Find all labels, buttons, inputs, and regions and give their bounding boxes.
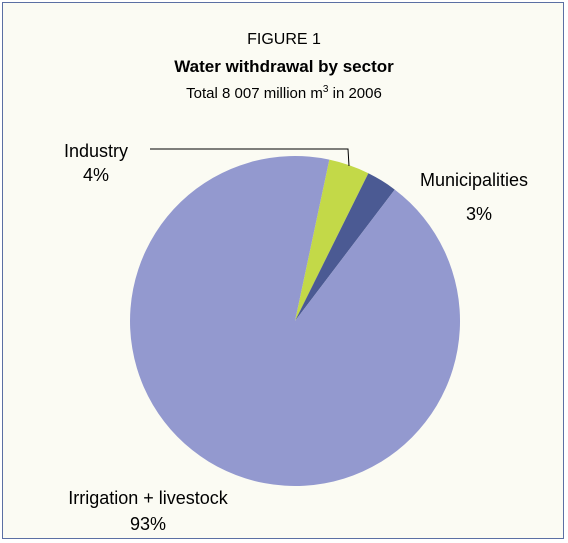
subtitle-suffix: in 2006 <box>328 85 381 102</box>
municipalities-label: Municipalities <box>420 170 528 190</box>
irrigation-label: Irrigation + livestock <box>68 488 229 508</box>
irrigation-value-label: 93% <box>130 514 166 534</box>
industry-leader-line <box>150 148 350 167</box>
slice-industry <box>295 159 369 321</box>
industry-value-label: 4% <box>83 165 109 185</box>
chart-title: Water withdrawal by sector <box>174 57 394 76</box>
municipalities-value-label: 3% <box>466 204 492 224</box>
chart-subtitle: Total 8 007 million m3 in 2006 <box>186 84 382 102</box>
figure-heading: FIGURE 1 <box>247 31 321 48</box>
pie-slices <box>130 156 461 487</box>
slice-irrigation <box>130 156 461 487</box>
subtitle-prefix: Total 8 007 million m <box>186 85 323 102</box>
industry-label: Industry <box>64 141 128 161</box>
slice-municipalities <box>295 173 395 321</box>
subtitle-superscript: 3 <box>323 84 329 95</box>
